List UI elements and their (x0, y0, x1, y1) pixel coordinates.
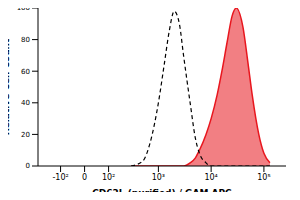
svg-text:10²: 10² (102, 173, 115, 182)
svg-text:20: 20 (21, 131, 30, 139)
svg-text:0: 0 (26, 162, 30, 170)
svg-text:Relative Cell Count: Relative Cell Count (8, 38, 11, 135)
svg-text:100: 100 (17, 8, 30, 12)
svg-text:80: 80 (21, 36, 30, 44)
svg-text:60: 60 (21, 68, 30, 76)
svg-text:10³: 10³ (152, 173, 165, 182)
svg-text:-10²: -10² (52, 173, 68, 182)
svg-text:40: 40 (21, 99, 30, 107)
svg-text:CD62L (purified) / GAM APC: CD62L (purified) / GAM APC (92, 188, 232, 192)
svg-text:10⁵: 10⁵ (257, 173, 270, 182)
svg-text:0: 0 (82, 173, 87, 182)
svg-text:10⁴: 10⁴ (204, 173, 217, 182)
